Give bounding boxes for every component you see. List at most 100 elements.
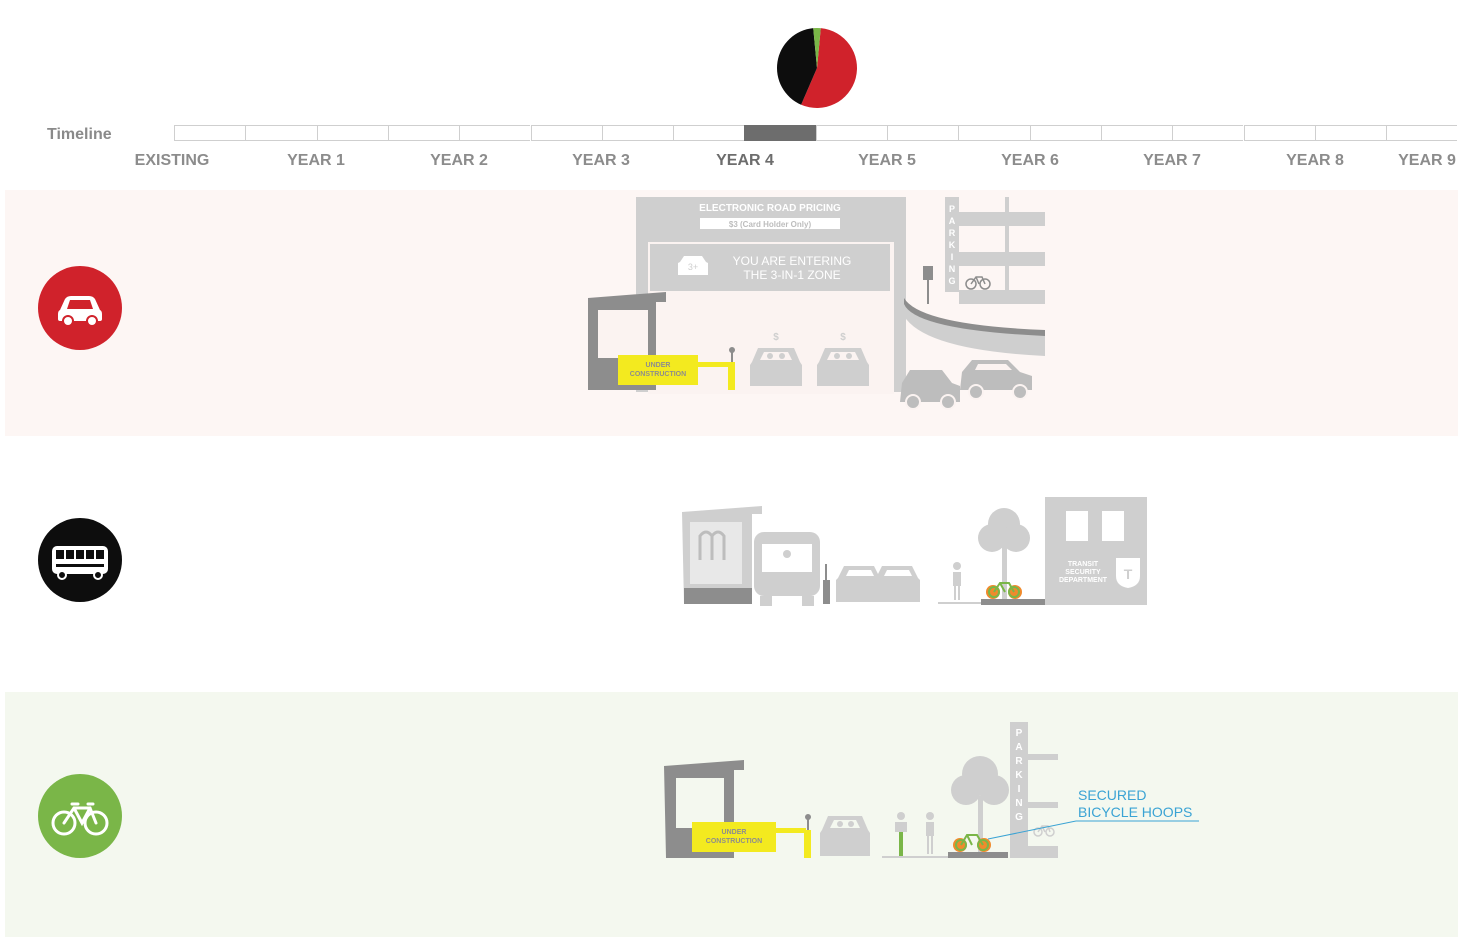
pie-slice-bike [813,28,821,68]
bike-scene-illustration: UNDER CONSTRUCTION [664,722,1199,858]
timeline-segment[interactable] [245,125,317,141]
bus-shelter [682,506,762,604]
bike-construction-line-2: CONSTRUCTION [706,838,762,845]
construction-line-2: CONSTRUCTION [630,371,686,378]
bicycle-hoop-icon [953,834,991,852]
bike-construction-sign [692,822,776,852]
ramp-car-2 [960,360,1032,400]
bike-parking-letter: N [1015,798,1022,809]
timeline-segment[interactable] [459,125,531,141]
pedestrian-icon [926,812,934,854]
parking-letter: K [949,240,956,250]
security-badge-letter: T [1124,566,1133,582]
timeline-segment[interactable] [174,125,246,141]
parking-structure: P A R K I N G [904,197,1045,356]
toll-car-2: $ [817,332,869,386]
timeline-segment[interactable] [815,125,887,141]
bus-scene-illustration: TRANSIT SECURITY DEPARTMENT T [682,497,1147,606]
bus-lane-car-2 [874,566,920,602]
timeline-segment[interactable] [744,125,816,141]
bicycle-hoop-icon [986,582,1022,599]
bike-parking-letter: P [1016,728,1023,739]
timeline-year-label[interactable]: YEAR 4 [716,152,774,169]
bus-icon [52,546,108,580]
car-scene-illustration: ELECTRONIC ROAD PRICING $3 (Card Holder … [588,197,1045,410]
zone-line-2: THE 3-IN-1 ZONE [743,268,840,282]
timeline-year-label[interactable]: YEAR 5 [858,152,916,169]
security-line-1: TRANSIT [1068,561,1099,568]
callout-line-2: BICYCLE HOOPS [1078,804,1192,820]
parking-letter: I [951,252,954,262]
bike-parking-letter: R [1015,756,1023,767]
pedestrian-icon [953,562,961,600]
toll-barrier [698,362,728,367]
bus-illustration [754,532,820,606]
parked-bicycle-icon [1033,825,1055,837]
bike-parking-letter: I [1018,784,1021,795]
tree-icon [978,508,1030,600]
timeline-label: Timeline [47,126,112,143]
timeline-segment[interactable] [1172,125,1244,141]
zone-line-1: YOU ARE ENTERING [733,254,852,268]
pie-slice-car [801,28,857,109]
parked-bicycle-icon [965,276,991,290]
bus-lane-car-1 [836,566,882,602]
cyclist-pedestrian-icon [895,812,907,856]
parking-letter: P [949,204,955,214]
toll-car-1: $ [750,332,802,386]
timeline-year-label[interactable]: YEAR 1 [287,152,345,169]
timeline-year-label[interactable]: YEAR 3 [572,152,630,169]
parking-letter: A [949,216,956,226]
bike-mode-button[interactable] [38,774,122,858]
timeline-segment[interactable] [1314,125,1387,141]
bus-mode-button[interactable] [38,518,122,602]
bike-parking-letter: G [1015,812,1023,823]
timeline-year-label[interactable]: EXISTING [134,152,210,169]
security-line-2: SECURITY [1065,569,1101,576]
pie-slice-bus [777,28,817,105]
parking-letter: N [949,264,956,274]
mode-share-pie [777,28,857,109]
occupancy-label: 3+ [688,262,698,272]
bike-parking-letter: K [1015,770,1023,781]
parking-letter: G [948,276,955,286]
timeline-segment[interactable] [387,125,460,141]
construction-sign [618,355,698,385]
bike-construction-line-1: UNDER [722,829,747,836]
timeline-track[interactable] [174,125,1458,141]
bike-scene-car [820,816,870,856]
parking-letter: R [949,228,956,238]
erp-price: $3 (Card Holder Only) [729,220,812,229]
security-line-3: DEPARTMENT [1059,577,1108,584]
timeline-year-label[interactable]: YEAR 9 [1398,152,1456,169]
car-icon [58,296,102,327]
timeline-segment[interactable] [1243,125,1315,141]
construction-line-1: UNDER [646,362,671,369]
bike-parking-structure: P A R K I N G [1010,722,1058,858]
security-badge-icon [1116,558,1140,588]
timeline-segment[interactable] [1386,125,1458,141]
callout-line-1: SECURED [1078,787,1146,803]
timeline-year-label[interactable]: YEAR 2 [430,152,488,169]
timeline-segment[interactable] [958,125,1030,141]
timeline-segment[interactable] [887,125,959,141]
timeline-year-label[interactable]: YEAR 7 [1143,152,1201,169]
transit-security-building: TRANSIT SECURITY DEPARTMENT T [1045,497,1147,605]
toll-symbol-2: $ [840,332,846,343]
timeline-segment[interactable] [1029,125,1101,141]
car-mode-button[interactable] [38,266,122,350]
erp-title: ELECTRONIC ROAD PRICING [699,203,841,214]
timeline-segment[interactable] [673,125,745,141]
timeline-year-label[interactable]: YEAR 6 [1001,152,1059,169]
secured-bicycle-hoops-callout: SECURED BICYCLE HOOPS [987,787,1199,840]
bicycle-icon [51,802,109,836]
ramp-car-1 [900,370,960,410]
timeline-segment[interactable] [316,125,388,141]
timeline-segment[interactable] [601,125,674,141]
bike-parking-letter: A [1015,742,1022,753]
carpool-car-icon [678,256,708,275]
timeline-segment[interactable] [1100,125,1173,141]
timeline-segment[interactable] [530,125,602,141]
timeline-year-label[interactable]: YEAR 8 [1286,152,1344,169]
tree-icon [951,756,1009,854]
